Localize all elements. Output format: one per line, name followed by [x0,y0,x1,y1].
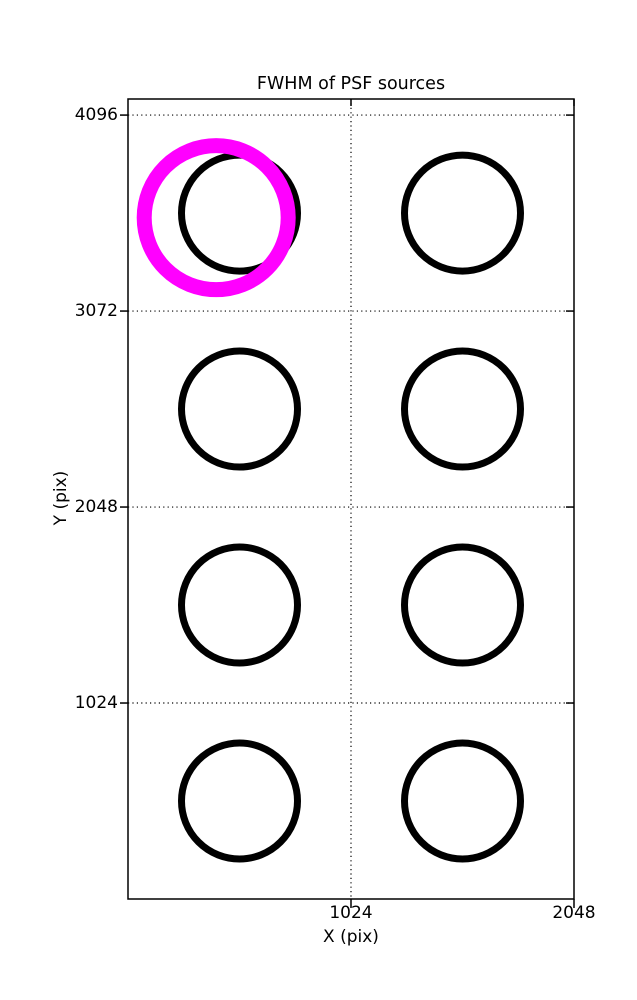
y-tick-label: 1024 [74,693,118,714]
psf-source-marker [401,543,524,667]
x-tick-label: 1024 [329,903,373,923]
psf-source-marker [178,739,301,863]
x-axis-label: X (pix) [323,927,379,947]
y-tick-label: 4096 [74,105,118,126]
y-tick-label: 3072 [74,301,118,322]
psf-source-marker [178,347,301,471]
y-tick-label: 2048 [74,497,118,518]
psf-source-marker [401,347,524,471]
psf-source-marker [178,543,301,667]
psf-source-marker [401,151,524,275]
x-tick-label: 2048 [552,903,596,923]
psf-source-marker [401,739,524,863]
plot-title: FWHM of PSF sources [256,74,446,94]
highlighted-source-marker [136,138,296,298]
